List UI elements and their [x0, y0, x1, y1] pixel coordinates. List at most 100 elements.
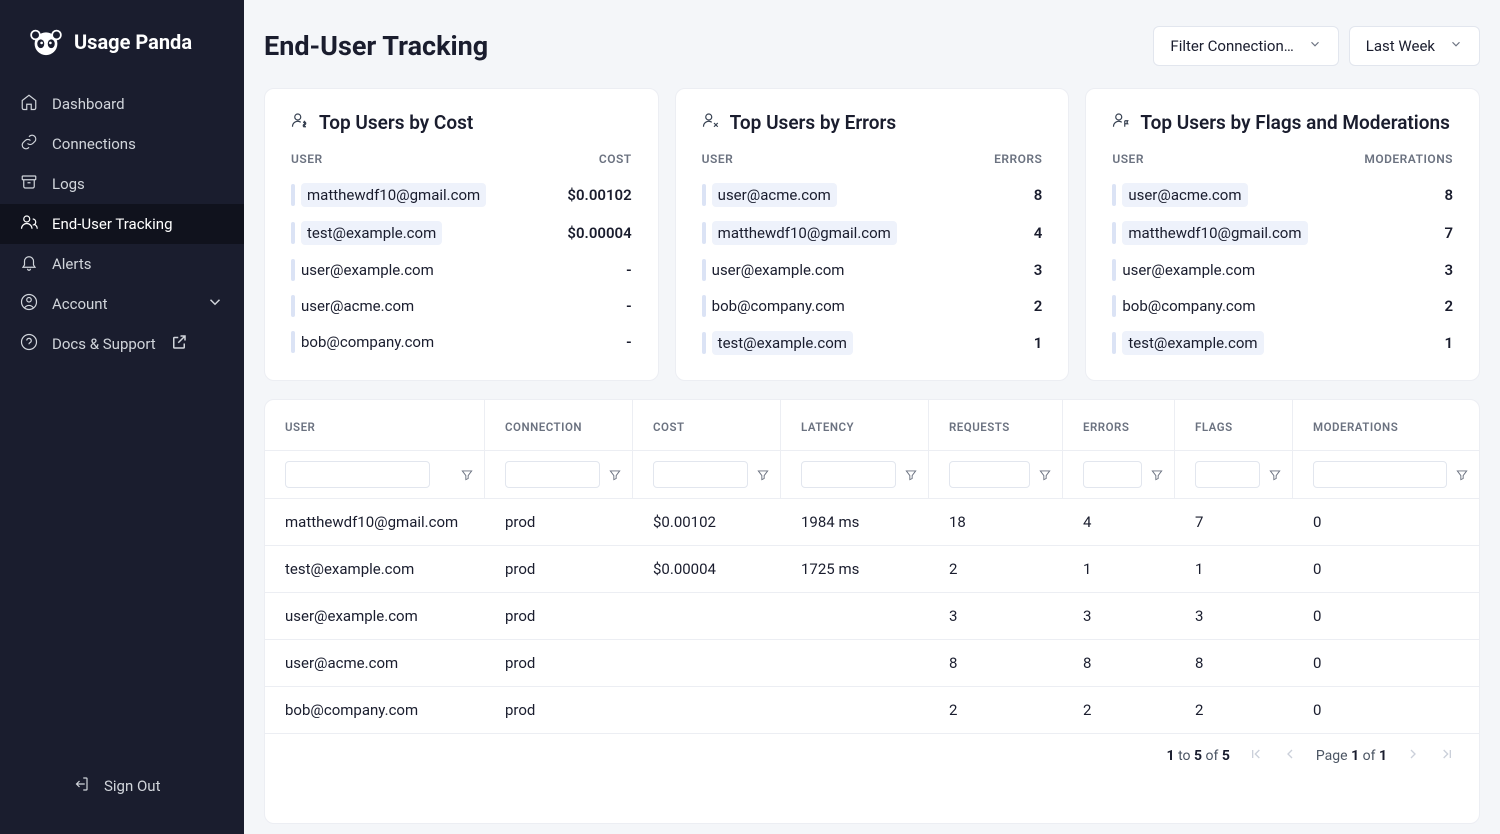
user-email: user@acme.com — [712, 183, 837, 207]
filter-icon[interactable] — [1455, 468, 1469, 482]
filter-cell-mod — [1293, 451, 1479, 498]
card-title-text: Top Users by Flags and Moderations — [1140, 111, 1450, 134]
card-rows: user@acme.com8matthewdf10@gmail.com7user… — [1112, 176, 1453, 362]
filter-input-conn[interactable] — [505, 461, 600, 488]
card-row[interactable]: bob@company.com2 — [702, 288, 1043, 324]
sidebar-item-label: Dashboard — [52, 95, 125, 113]
card-row[interactable]: test@example.com1 — [1112, 324, 1453, 362]
user-email: user@acme.com — [1122, 183, 1247, 207]
cell-latency: 1984 ms — [781, 499, 929, 545]
filter-icon[interactable] — [756, 468, 770, 482]
card-row[interactable]: matthewdf10@gmail.com7 — [1112, 214, 1453, 252]
sidebar-item-label: Logs — [52, 175, 85, 193]
cell-moderations: 0 — [1293, 593, 1479, 639]
metric-value: 2 — [1444, 297, 1453, 315]
filter-connection-select[interactable]: Filter Connection… — [1153, 26, 1338, 66]
filter-icon[interactable] — [904, 468, 918, 482]
card-row[interactable]: user@example.com3 — [702, 252, 1043, 288]
col-errors[interactable]: ERRORS — [1063, 400, 1175, 450]
card-top-mods: Top Users by Flags and Moderations USERM… — [1085, 88, 1480, 381]
cell-requests: 18 — [929, 499, 1063, 545]
metric-value: - — [626, 333, 632, 351]
sidebar-item-account[interactable]: Account — [0, 284, 244, 324]
card-row[interactable]: bob@company.com2 — [1112, 288, 1453, 324]
cell-user: user@example.com — [265, 593, 485, 639]
table-row[interactable]: test@example.comprod$0.000041725 ms2110 — [265, 546, 1479, 593]
col-connection[interactable]: CONNECTION — [485, 400, 633, 450]
sidebar-item-dashboard[interactable]: Dashboard — [0, 84, 244, 124]
pager-next-icon[interactable] — [1405, 746, 1421, 766]
pager-summary: 1 to 5 of 5 — [1167, 748, 1230, 764]
card-row[interactable]: user@acme.com 8 — [702, 176, 1043, 214]
card-top-cost: Top Users by Cost USERCOST matthewdf10@g… — [264, 88, 659, 381]
card-row[interactable]: user@acme.com8 — [1112, 176, 1453, 214]
select-label: Filter Connection… — [1170, 37, 1293, 55]
filter-input-user[interactable] — [285, 461, 430, 488]
cell-errors: 1 — [1063, 546, 1175, 592]
pager-last-icon[interactable] — [1439, 746, 1455, 766]
filter-input-cost[interactable] — [653, 461, 748, 488]
filter-cell-req — [929, 451, 1063, 498]
card-row[interactable]: test@example.com$0.00004 — [291, 214, 632, 252]
sidebar-item-signout[interactable]: Sign Out — [0, 766, 244, 806]
pager-first-icon[interactable] — [1248, 746, 1264, 766]
col-requests[interactable]: REQUESTS — [929, 400, 1063, 450]
col-cost[interactable]: COST — [633, 400, 781, 450]
cell-flags: 3 — [1175, 593, 1293, 639]
col-latency[interactable]: LATENCY — [781, 400, 929, 450]
filter-icon[interactable] — [460, 468, 474, 482]
table-row[interactable]: matthewdf10@gmail.comprod$0.001021984 ms… — [265, 499, 1479, 546]
bar-indicator — [702, 222, 706, 244]
metric-value: 8 — [1034, 186, 1043, 204]
metric-value: - — [626, 297, 632, 315]
table-row[interactable]: user@acme.comprod8880 — [265, 640, 1479, 687]
metric-value: 3 — [1444, 261, 1453, 279]
cell-errors: 4 — [1063, 499, 1175, 545]
card-row[interactable]: bob@company.com- — [291, 324, 632, 360]
date-range-select[interactable]: Last Week — [1349, 26, 1480, 66]
sidebar-item-logs[interactable]: Logs — [0, 164, 244, 204]
col-flags[interactable]: FLAGS — [1175, 400, 1293, 450]
table-row[interactable]: user@example.comprod3330 — [265, 593, 1479, 640]
filter-input-lat[interactable] — [801, 461, 896, 488]
table-filter-row — [265, 451, 1479, 499]
filter-icon[interactable] — [1038, 468, 1052, 482]
cell-cost: $0.00102 — [633, 499, 781, 545]
col-user[interactable]: USER — [265, 400, 485, 450]
card-top-errors: Top Users by Errors USERERRORS user@acme… — [675, 88, 1070, 381]
cell-requests: 3 — [929, 593, 1063, 639]
filter-input-err[interactable] — [1083, 461, 1142, 488]
cell-requests: 2 — [929, 687, 1063, 733]
user-email: user@example.com — [301, 261, 434, 279]
sidebar-item-connections[interactable]: Connections — [0, 124, 244, 164]
card-row[interactable]: test@example.com1 — [702, 324, 1043, 362]
user-x-icon — [702, 111, 720, 134]
metric-value: 1 — [1444, 334, 1453, 352]
card-row[interactable]: matthewdf10@gmail.com$0.00102 — [291, 176, 632, 214]
sidebar-item-tracking[interactable]: End-User Tracking — [0, 204, 244, 244]
card-row[interactable]: matthewdf10@gmail.com4 — [702, 214, 1043, 252]
sidebar-item-alerts[interactable]: Alerts — [0, 244, 244, 284]
metric-value: 4 — [1034, 224, 1043, 242]
metric-value: 7 — [1444, 224, 1453, 242]
filter-icon[interactable] — [1150, 468, 1164, 482]
filter-input-flag[interactable] — [1195, 461, 1260, 488]
card-row[interactable]: user@example.com- — [291, 252, 632, 288]
filter-icon[interactable] — [1268, 468, 1282, 482]
brand-name: Usage Panda — [74, 30, 192, 54]
pager-prev-icon[interactable] — [1282, 746, 1298, 766]
filter-input-req[interactable] — [949, 461, 1030, 488]
link-icon — [20, 133, 38, 155]
filter-icon[interactable] — [608, 468, 622, 482]
topbar: End-User Tracking Filter Connection… Las… — [264, 26, 1480, 66]
filter-input-mod[interactable] — [1313, 461, 1447, 488]
cell-moderations: 0 — [1293, 499, 1479, 545]
table-row[interactable]: bob@company.comprod2220 — [265, 687, 1479, 733]
card-row[interactable]: user@example.com3 — [1112, 252, 1453, 288]
help-icon — [20, 333, 38, 355]
user-email: matthewdf10@gmail.com — [301, 183, 486, 207]
col-moderations[interactable]: MODERATIONS — [1293, 400, 1479, 450]
user-email: user@example.com — [712, 261, 845, 279]
sidebar-item-docs[interactable]: Docs & Support — [0, 324, 244, 364]
card-row[interactable]: user@acme.com- — [291, 288, 632, 324]
